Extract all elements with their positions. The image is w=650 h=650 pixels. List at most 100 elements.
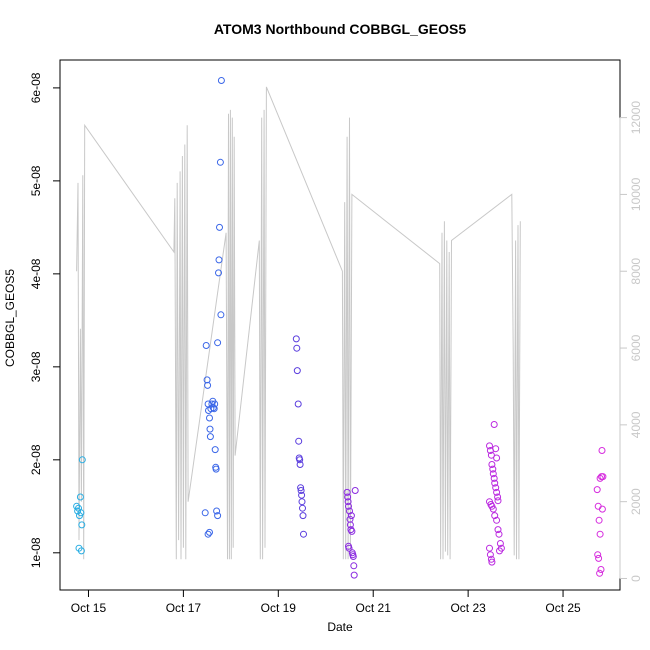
data-point <box>299 504 306 512</box>
data-point <box>490 421 498 428</box>
data-point <box>346 507 353 515</box>
x-axis-label: Date <box>327 620 353 634</box>
data-point <box>210 405 218 413</box>
altitude-line <box>76 86 521 560</box>
y2-tick-label: 6000 <box>629 334 643 361</box>
data-point <box>350 571 358 579</box>
data-point <box>494 497 502 505</box>
data-point <box>350 562 358 570</box>
data-point <box>488 558 496 566</box>
y-tick-label: 3e-08 <box>29 351 43 382</box>
data-point <box>216 158 224 166</box>
data-point <box>345 502 352 510</box>
data-point <box>491 479 499 487</box>
data-point <box>292 335 300 343</box>
series-0 <box>73 456 86 555</box>
data-point <box>211 446 219 454</box>
x-tick-label: Oct 17 <box>166 601 202 615</box>
data-point <box>298 498 306 506</box>
data-point <box>211 400 219 408</box>
x-tick-label: Oct 15 <box>71 601 107 615</box>
data-point <box>493 454 501 462</box>
series-1 <box>201 77 225 538</box>
data-point <box>599 473 607 481</box>
series-4 <box>486 421 505 566</box>
data-point <box>598 505 606 513</box>
data-point <box>596 530 604 538</box>
data-point <box>293 344 301 352</box>
y-tick-label: 1e-08 <box>29 537 43 568</box>
data-point <box>213 507 221 515</box>
y2-tick-label: 10000 <box>629 177 643 211</box>
data-point <box>593 486 601 494</box>
series-3 <box>343 487 359 579</box>
x-tick-label: Oct 25 <box>545 601 581 615</box>
data-point <box>496 547 503 555</box>
data-point <box>295 437 303 445</box>
y-axis-label: COBBGL_GEOS5 <box>3 269 17 367</box>
data-point <box>212 465 220 473</box>
y-tick-label: 4e-08 <box>29 258 43 289</box>
data-point <box>297 487 305 494</box>
y-tick-label: 6e-08 <box>29 72 43 103</box>
data-point <box>487 451 495 459</box>
x-tick-label: Oct 23 <box>450 601 486 615</box>
data-point <box>595 554 603 562</box>
data-point <box>348 527 356 535</box>
y2-tick-label: 0 <box>629 575 643 582</box>
data-point <box>73 502 81 510</box>
data-point <box>495 530 503 538</box>
x-tick-label: Oct 21 <box>356 601 392 615</box>
data-point <box>204 381 212 389</box>
data-point <box>215 256 223 264</box>
data-point <box>489 505 497 513</box>
data-point <box>487 555 495 563</box>
data-point <box>77 547 85 555</box>
data-point <box>597 566 605 573</box>
x-axis: Oct 15 Oct 17 Oct 19 Oct 21 Oct 23 Oct 25 <box>71 589 581 615</box>
data-point <box>488 461 496 468</box>
data-point <box>345 544 353 552</box>
data-point <box>294 400 302 408</box>
series-5 <box>593 447 607 577</box>
data-point <box>351 487 359 494</box>
data-point <box>298 491 306 499</box>
data-point <box>293 367 301 375</box>
data-point <box>296 456 304 464</box>
chart-title: ATOM3 Northbound COBBGL_GEOS5 <box>214 21 466 37</box>
data-point <box>78 521 86 529</box>
y2-tick-label: 4000 <box>629 411 643 438</box>
data-point <box>214 512 222 520</box>
data-point <box>491 512 499 520</box>
y2-tick-label: 12000 <box>629 101 643 135</box>
data-point <box>347 512 355 520</box>
data-point <box>344 493 352 501</box>
data-point <box>206 414 213 422</box>
data-point <box>492 445 500 453</box>
data-point <box>494 526 502 534</box>
data-point <box>489 470 497 478</box>
data-point <box>204 530 212 538</box>
data-point <box>594 551 602 559</box>
data-point <box>217 77 225 84</box>
data-point <box>296 461 304 468</box>
data-point <box>201 509 209 517</box>
data-point <box>494 493 502 501</box>
data-point <box>349 553 357 560</box>
data-point <box>215 269 222 277</box>
data-point <box>209 404 217 412</box>
data-point <box>496 540 504 547</box>
data-point <box>299 512 307 520</box>
data-point <box>216 223 223 231</box>
y-axis: 1e-08 2e-08 3e-08 4e-08 5e-08 6e-08 <box>29 72 61 568</box>
data-point <box>300 530 307 538</box>
data-point <box>595 516 603 524</box>
data-point <box>486 544 493 552</box>
data-point <box>493 516 501 524</box>
data-point <box>202 342 210 349</box>
y2-tick-label: 2000 <box>629 488 643 515</box>
data-point <box>493 488 501 496</box>
data-point <box>77 509 85 517</box>
